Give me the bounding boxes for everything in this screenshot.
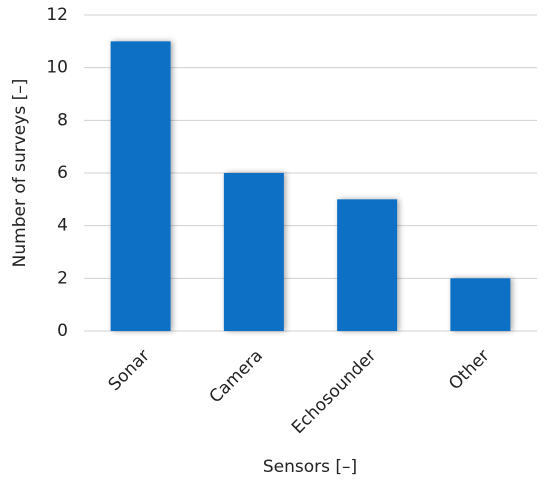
bar bbox=[223, 173, 284, 331]
bar bbox=[450, 278, 511, 331]
y-tick-label: 6 bbox=[57, 163, 68, 183]
y-tick-label: 12 bbox=[46, 5, 68, 25]
x-tick-label: Sonar bbox=[105, 346, 154, 395]
x-axis-title: Sensors [–] bbox=[263, 457, 357, 477]
y-axis-title: Number of surveys [–] bbox=[10, 79, 30, 268]
y-tick-label: 8 bbox=[57, 110, 68, 130]
y-tick-label: 4 bbox=[57, 216, 68, 236]
y-tick-label: 0 bbox=[57, 321, 68, 341]
bar bbox=[110, 41, 171, 331]
x-tick-label: Camera bbox=[206, 346, 267, 407]
y-tick-label: 10 bbox=[46, 58, 68, 78]
bar bbox=[337, 199, 398, 331]
y-tick-label: 2 bbox=[57, 268, 68, 288]
x-tick-label: Other bbox=[445, 346, 493, 394]
x-tick-label: Echosounder bbox=[288, 346, 380, 438]
